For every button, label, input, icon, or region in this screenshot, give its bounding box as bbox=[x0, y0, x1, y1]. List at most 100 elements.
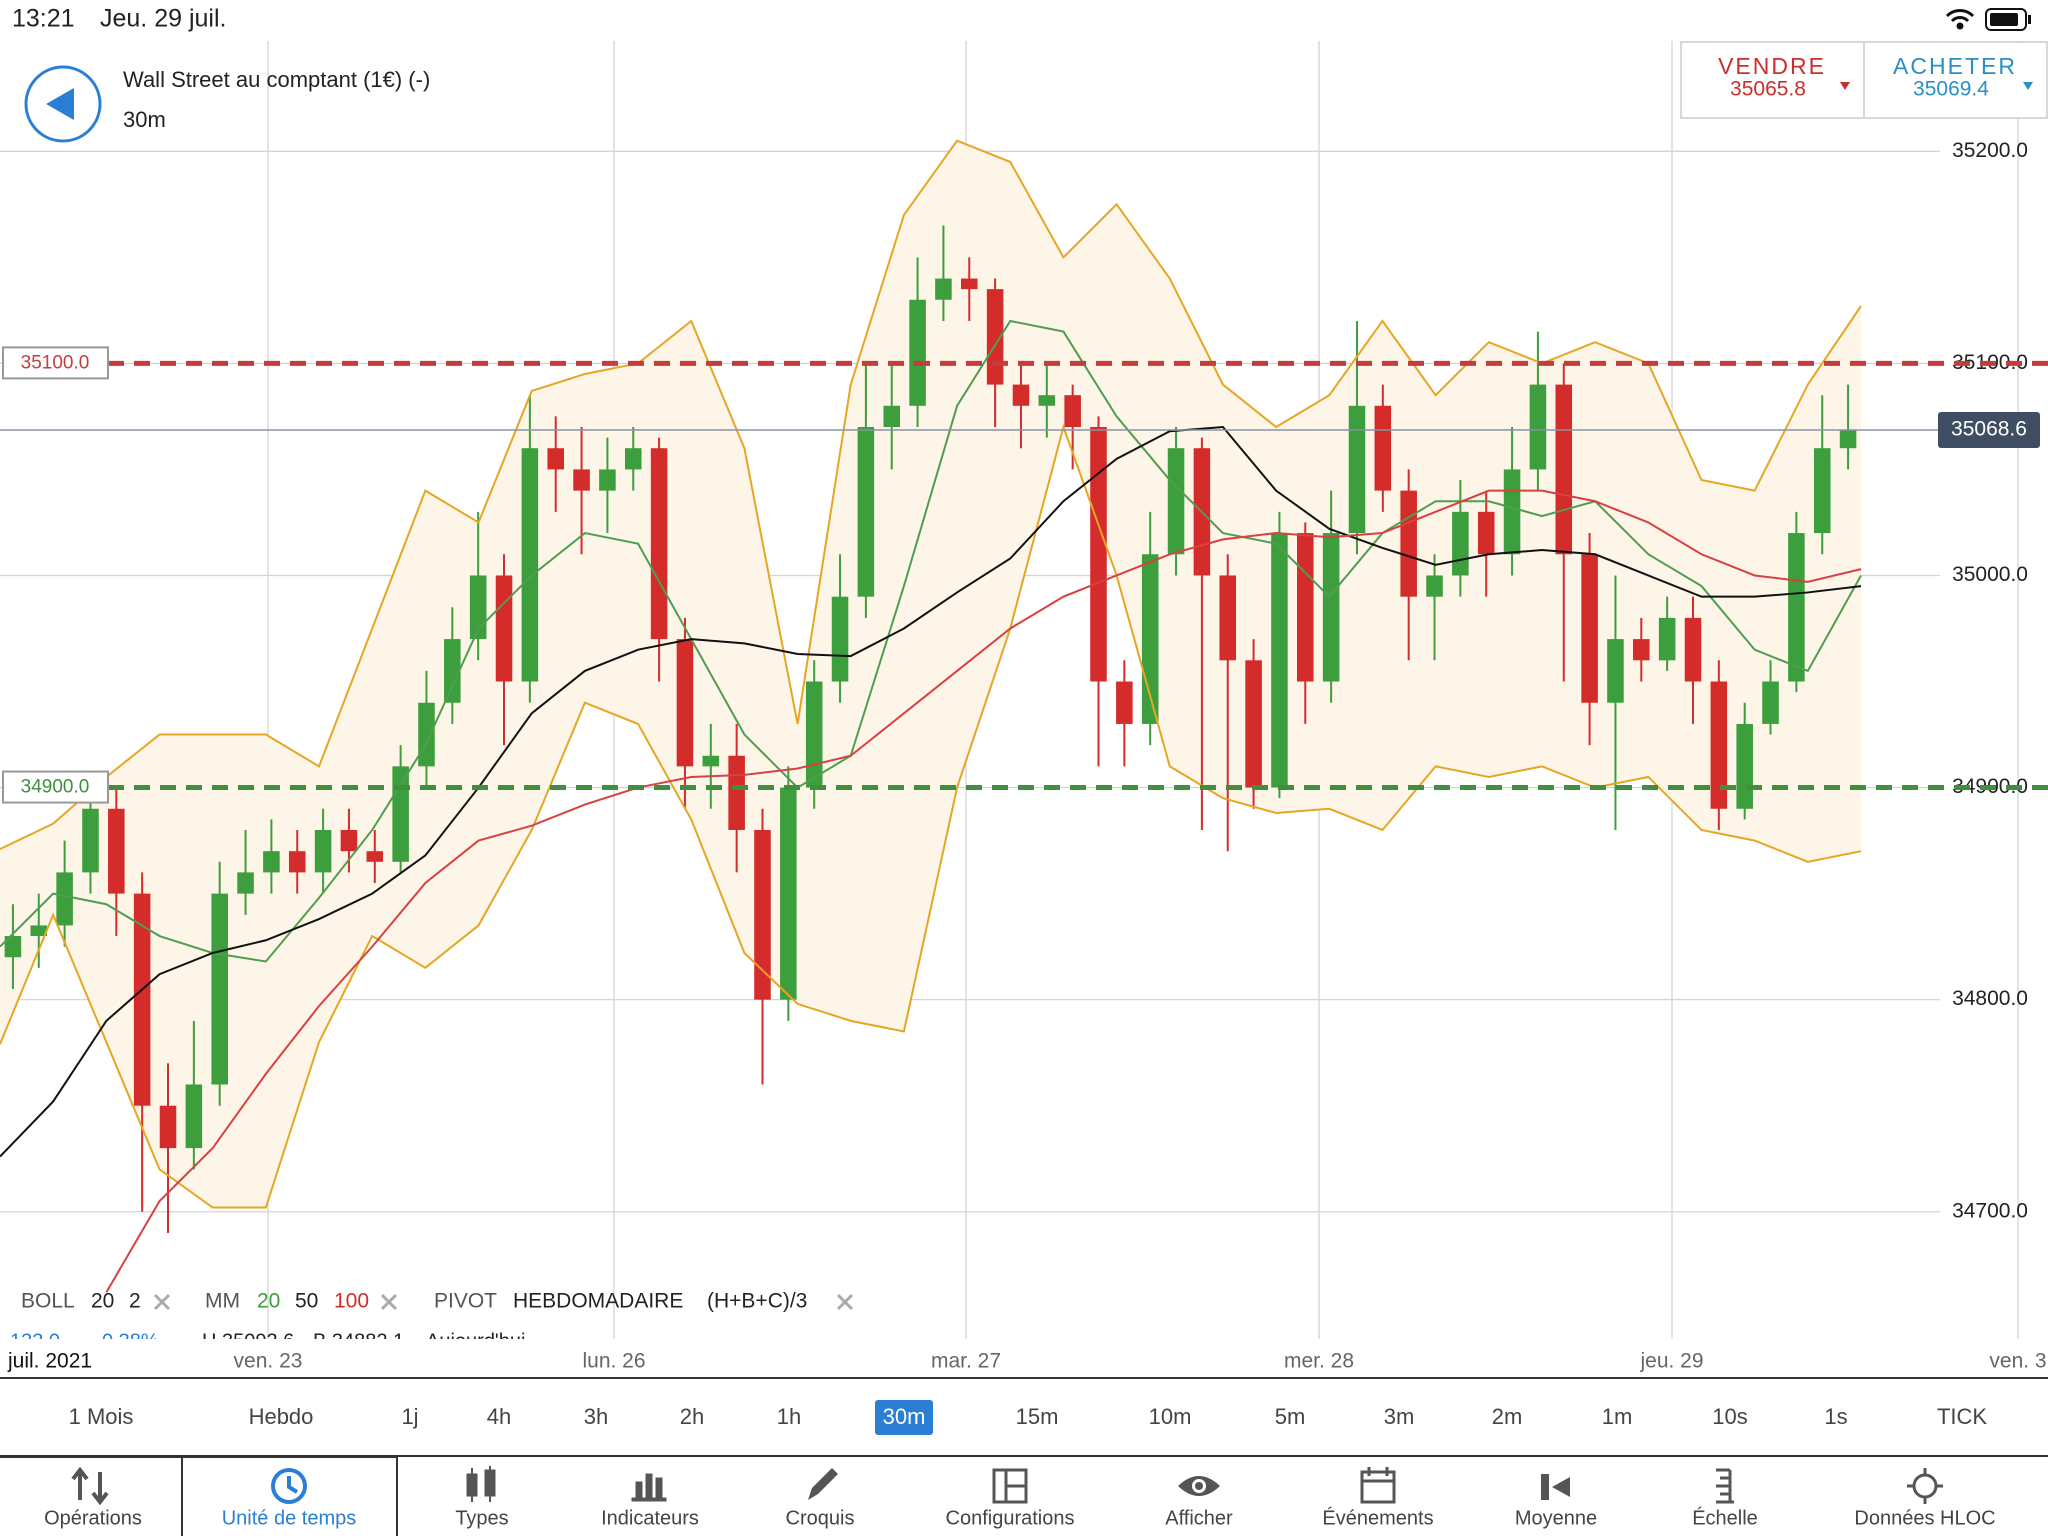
timeframe-option[interactable]: 3h bbox=[584, 1404, 608, 1429]
candle-body bbox=[1322, 533, 1340, 682]
readout: 0.38% bbox=[102, 1330, 159, 1352]
toolbar-button[interactable]: Croquis bbox=[786, 1507, 855, 1529]
buy-button[interactable]: ACHETER 35069.4 bbox=[1893, 53, 2033, 101]
toolbar-button[interactable]: Données HLOC bbox=[1854, 1507, 1995, 1529]
readout: Aujourd'hui bbox=[426, 1330, 525, 1352]
x-tick-label: jeu. 29 bbox=[1639, 1350, 1703, 1373]
candle-body bbox=[1477, 511, 1495, 555]
instrument-title: Wall Street au comptant (1€) (-) bbox=[123, 67, 430, 92]
timeframe-option[interactable]: 2h bbox=[680, 1404, 704, 1429]
candle-body bbox=[1555, 384, 1573, 555]
toolbar-button[interactable]: Configurations bbox=[946, 1507, 1075, 1529]
timeframe-option[interactable]: 10m bbox=[1149, 1404, 1192, 1429]
candle-body bbox=[185, 1084, 203, 1149]
toolbar-button[interactable]: Unité de temps bbox=[222, 1507, 357, 1529]
candle-body bbox=[1297, 533, 1314, 682]
toolbar-button[interactable]: Indicateurs bbox=[601, 1507, 699, 1529]
candle-body bbox=[56, 872, 73, 926]
candle-body bbox=[237, 872, 254, 894]
toolbar-button[interactable]: Échelle bbox=[1692, 1506, 1758, 1529]
y-tick-label: 34800.0 bbox=[1952, 987, 2028, 1010]
timeframe-option[interactable]: 15m bbox=[1016, 1404, 1059, 1429]
toolbar-button[interactable]: Opérations bbox=[44, 1507, 142, 1529]
status-time: 13:21 bbox=[12, 5, 75, 33]
timeframe-option[interactable]: 5m bbox=[1275, 1404, 1306, 1429]
timeframe-option[interactable]: TICK bbox=[1937, 1404, 1987, 1429]
timeframe-option[interactable]: 1s bbox=[1824, 1404, 1847, 1429]
toolbar-button[interactable]: Moyenne bbox=[1515, 1507, 1597, 1529]
candle-body bbox=[1658, 617, 1676, 661]
candle-body bbox=[1167, 448, 1185, 555]
candle-body bbox=[1529, 384, 1547, 470]
candle-body bbox=[1684, 617, 1702, 682]
toolbar-button[interactable]: Événements bbox=[1322, 1506, 1433, 1529]
x-tick-label: mer. 28 bbox=[1284, 1350, 1354, 1373]
timeframe-option[interactable]: 10s bbox=[1712, 1404, 1747, 1429]
timeframe-option[interactable]: Hebdo bbox=[249, 1404, 314, 1429]
indicator-legend: BOLL 20 2 MM 20 50 100 PIVOT HEBDOMADAIR… bbox=[10, 1290, 854, 1352]
back-button[interactable] bbox=[24, 65, 102, 143]
legend-param: (H+B+C)/3 bbox=[707, 1290, 807, 1313]
sell-label[interactable]: VENDRE bbox=[1718, 53, 1826, 79]
candle-body bbox=[1839, 429, 1857, 449]
candle-body bbox=[288, 851, 306, 873]
candle-body bbox=[1012, 384, 1030, 406]
toolbar-selected-tab bbox=[181, 1456, 398, 1536]
legend-label: MM bbox=[205, 1290, 240, 1313]
candle-body bbox=[883, 405, 901, 428]
candle-body bbox=[1452, 511, 1469, 576]
candle-body bbox=[676, 639, 694, 767]
quote-panel bbox=[1680, 41, 2048, 119]
legend-param: 2 bbox=[129, 1290, 141, 1313]
remove-icons[interactable] bbox=[153, 1293, 854, 1311]
buy-price[interactable]: 35069.4 bbox=[1913, 78, 1989, 101]
candle-body bbox=[780, 787, 797, 1000]
current-price-box bbox=[1938, 411, 2040, 448]
timeframe-option[interactable]: 1 Mois bbox=[69, 1404, 134, 1429]
candle-body bbox=[1219, 575, 1237, 661]
timeframe-option[interactable]: 4h bbox=[487, 1404, 511, 1429]
pivot-label: 35100.0 bbox=[21, 352, 90, 373]
instrument-timeframe: 30m bbox=[123, 107, 166, 132]
legend-param: 20 bbox=[91, 1290, 114, 1313]
indicator-line bbox=[0, 425, 1862, 1158]
legend-param: 20 bbox=[257, 1290, 280, 1313]
timeframe-option[interactable]: 1j bbox=[401, 1404, 418, 1429]
candle-body bbox=[728, 755, 745, 830]
candle-body bbox=[1245, 660, 1262, 788]
timeframe-option[interactable]: 1h bbox=[777, 1404, 801, 1429]
readout: 133.0 bbox=[10, 1330, 60, 1352]
candle-body bbox=[30, 925, 48, 937]
candle-body bbox=[1348, 405, 1366, 534]
candle-body bbox=[1116, 681, 1133, 724]
legend-label: PIVOT bbox=[434, 1290, 497, 1313]
timeframe-option[interactable]: 30m bbox=[883, 1404, 926, 1429]
sell-button[interactable]: VENDRE 35065.8 bbox=[1718, 53, 1850, 101]
candle-body bbox=[418, 702, 435, 767]
y-tick-label: 34700.0 bbox=[1952, 1199, 2028, 1222]
candle-body bbox=[1374, 405, 1392, 491]
toolbar-button[interactable]: Types bbox=[455, 1507, 508, 1529]
candle-body bbox=[573, 469, 590, 491]
candle-body bbox=[909, 299, 926, 406]
buy-label[interactable]: ACHETER bbox=[1893, 53, 2017, 79]
candle-body bbox=[1426, 575, 1443, 597]
timeframe-option[interactable]: 3m bbox=[1384, 1404, 1415, 1429]
candle-body bbox=[521, 448, 539, 682]
toolbar-button[interactable]: Afficher bbox=[1165, 1507, 1233, 1529]
candle-body bbox=[805, 681, 823, 788]
legend-label: BOLL bbox=[21, 1290, 75, 1313]
legend-param: 100 bbox=[334, 1290, 369, 1313]
candle-body bbox=[831, 596, 849, 682]
sell-price[interactable]: 35065.8 bbox=[1730, 78, 1806, 101]
timeframe-option[interactable]: 1m bbox=[1602, 1404, 1633, 1429]
candle-body bbox=[4, 936, 22, 958]
candle-body bbox=[1064, 395, 1081, 428]
indicator-line bbox=[0, 139, 1862, 850]
candle-body bbox=[1633, 639, 1650, 661]
timeframe-option[interactable]: 2m bbox=[1492, 1404, 1523, 1429]
candle-body bbox=[1581, 554, 1598, 703]
candle-body bbox=[392, 766, 409, 862]
candle-body bbox=[108, 808, 125, 894]
